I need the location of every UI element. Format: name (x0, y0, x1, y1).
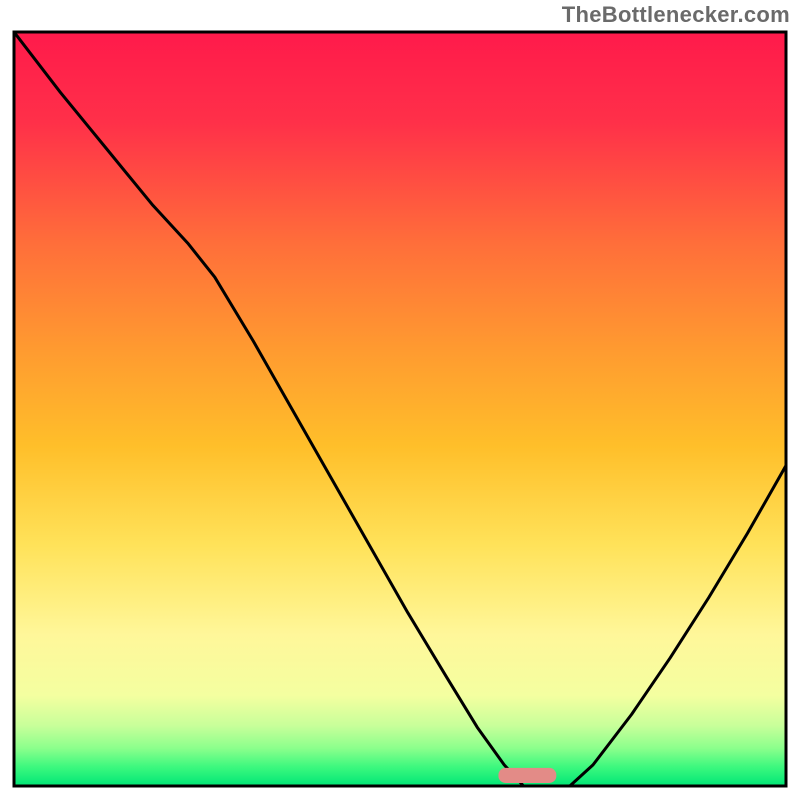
bottleneck-curve-chart (0, 0, 800, 800)
chart-stage: TheBottlenecker.com (0, 0, 800, 800)
optimal-range-marker (498, 768, 556, 783)
plot-background (14, 32, 786, 786)
